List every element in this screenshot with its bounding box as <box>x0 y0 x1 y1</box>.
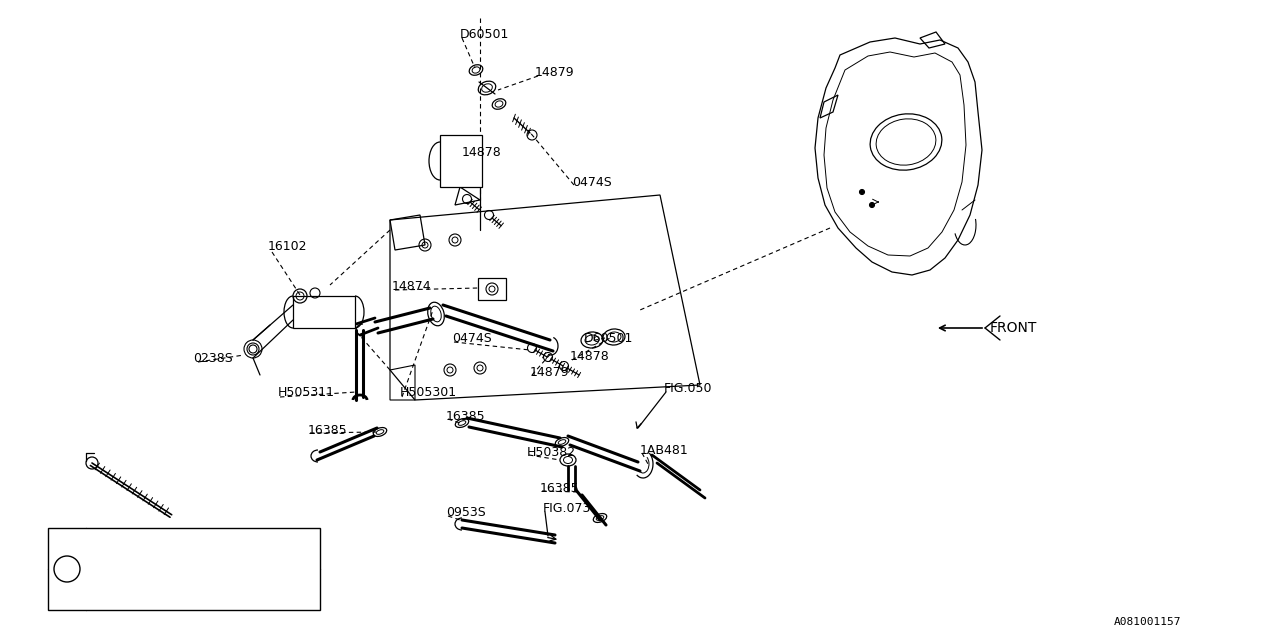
Text: 0953S: 0953S <box>445 506 485 518</box>
Text: 14878: 14878 <box>462 145 502 159</box>
Bar <box>477 278 506 300</box>
Text: 0238S: 0238S <box>193 351 233 365</box>
Bar <box>293 296 355 328</box>
Text: D60501: D60501 <box>460 29 509 42</box>
Text: 14879: 14879 <box>535 65 575 79</box>
Text: H50382: H50382 <box>527 445 576 458</box>
Text: FRONT: FRONT <box>989 321 1037 335</box>
Text: 16385: 16385 <box>540 481 580 495</box>
Text: 22328B ('05MY0407- ): 22328B ('05MY0407- ) <box>92 583 234 596</box>
Text: 14879: 14879 <box>530 365 570 378</box>
Text: 16385: 16385 <box>445 410 485 422</box>
Text: 24226B (-'05MY0407): 24226B (-'05MY0407) <box>92 542 228 555</box>
Text: 0474S: 0474S <box>572 175 612 189</box>
Bar <box>440 135 483 187</box>
Bar <box>49 528 320 610</box>
Circle shape <box>54 556 79 582</box>
Circle shape <box>869 202 874 207</box>
Text: D60501: D60501 <box>584 332 634 344</box>
Text: FIG.050: FIG.050 <box>664 381 713 394</box>
Text: A081001157: A081001157 <box>1115 617 1181 627</box>
Text: 16385: 16385 <box>308 424 348 436</box>
Text: 14878: 14878 <box>570 351 609 364</box>
Text: H505301: H505301 <box>399 387 457 399</box>
Text: 1: 1 <box>63 563 70 575</box>
Text: 0474S: 0474S <box>452 332 492 344</box>
Text: 1AB481: 1AB481 <box>640 445 689 458</box>
Text: FIG.073: FIG.073 <box>543 502 591 515</box>
Text: H505311: H505311 <box>278 387 335 399</box>
Circle shape <box>859 189 864 195</box>
Text: 16102: 16102 <box>268 241 307 253</box>
Text: 14874: 14874 <box>392 280 431 294</box>
